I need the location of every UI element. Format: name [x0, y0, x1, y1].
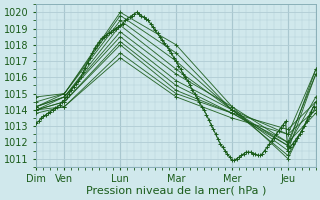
X-axis label: Pression niveau de la mer( hPa ): Pression niveau de la mer( hPa ) [86, 186, 266, 196]
